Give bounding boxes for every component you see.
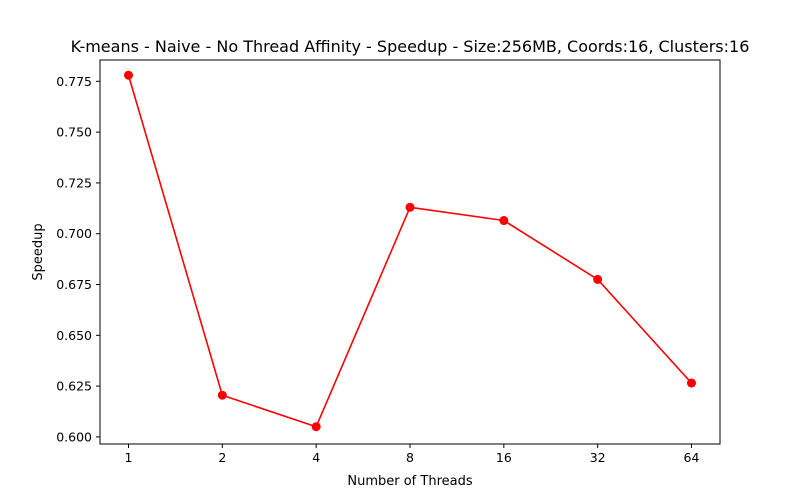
x-axis-ticks: 1 2 4 8 16 32 64 — [125, 444, 700, 465]
data-point — [405, 202, 415, 212]
x-tick-label: 32 — [590, 450, 606, 465]
x-axis-label: Number of Threads — [347, 474, 472, 489]
y-tick-label: 0.625 — [56, 379, 92, 394]
y-axis-ticks: 0.600 0.625 0.650 0.675 0.700 0.725 0.750 0.775 — [56, 74, 100, 444]
y-tick-label: 0.600 — [56, 429, 92, 444]
data-point — [311, 422, 321, 432]
chart-title: K-means - Naive - No Thread Affinity - S… — [71, 37, 750, 56]
y-tick-label: 0.775 — [56, 74, 92, 89]
data-point — [593, 274, 603, 284]
data-point — [687, 378, 696, 388]
y-tick-label: 0.675 — [56, 277, 92, 292]
plot-area-frame — [99, 59, 721, 445]
y-tick-label: 0.700 — [56, 226, 92, 241]
y-tick-label: 0.650 — [56, 328, 92, 343]
x-tick-label: 16 — [496, 450, 512, 465]
data-point — [499, 216, 509, 226]
series-line — [127, 75, 693, 428]
y-tick-label: 0.750 — [56, 125, 92, 140]
data-point — [124, 70, 133, 80]
y-tick-label: 0.725 — [56, 175, 92, 190]
x-tick-label: 8 — [406, 450, 414, 465]
y-axis-label: Speedup — [31, 223, 46, 280]
data-point — [217, 390, 227, 400]
x-tick-label: 1 — [125, 450, 133, 465]
x-tick-label: 4 — [312, 450, 320, 465]
x-tick-label: 64 — [684, 450, 700, 465]
x-tick-label: 2 — [218, 450, 226, 465]
series-layer — [124, 70, 696, 432]
